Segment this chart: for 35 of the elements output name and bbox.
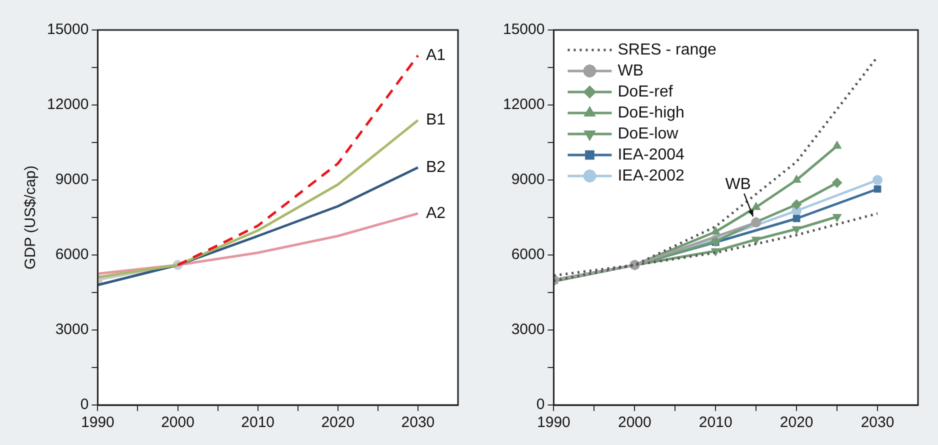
y-tick-label: 0: [536, 396, 545, 414]
x-tick-label: 2010: [241, 414, 275, 432]
x-tick-label: 1990: [537, 414, 570, 432]
x-tick-label: 2030: [860, 414, 894, 432]
y-tick-label: 3000: [55, 321, 89, 338]
x-tick-label: 2000: [161, 414, 194, 432]
x-tick-label: 1990: [81, 414, 114, 432]
x-tick-label: 2000: [618, 414, 652, 432]
legend-label: DoE-ref: [618, 83, 674, 100]
y-tick-label: 6000: [511, 246, 545, 264]
series-label: A2: [426, 204, 446, 222]
x-tick-label: 2030: [401, 414, 435, 432]
y-axis-title: GDP (US$/cap): [22, 166, 40, 270]
legend-label: SRES - range: [618, 41, 717, 58]
y-tick-label: 9000: [511, 171, 545, 188]
y-tick-label: 3000: [511, 321, 545, 338]
y-tick-label: 12000: [502, 96, 545, 114]
y-tick-label: 12000: [46, 96, 89, 114]
y-tick-label: 6000: [55, 246, 89, 264]
y-tick-label: 15000: [46, 21, 89, 38]
series-label: B1: [426, 112, 446, 129]
y-tick-label: 15000: [502, 21, 545, 38]
legend-label: DoE-high: [618, 104, 684, 122]
legend-label: IEA-2004: [618, 146, 685, 164]
x-tick-label: 2020: [780, 414, 814, 432]
series-label: B2: [426, 158, 446, 176]
y-tick-label: 0: [80, 396, 89, 414]
legend-label: WB: [618, 62, 644, 80]
series-label: A1: [426, 46, 446, 64]
legend-label: IEA-2002: [618, 167, 685, 184]
x-tick-label: 2010: [698, 414, 732, 432]
y-tick-label: 9000: [55, 171, 89, 188]
legend-label: DoE-low: [618, 125, 679, 142]
annotation: WB: [725, 176, 751, 193]
x-tick-label: 2020: [321, 414, 355, 432]
